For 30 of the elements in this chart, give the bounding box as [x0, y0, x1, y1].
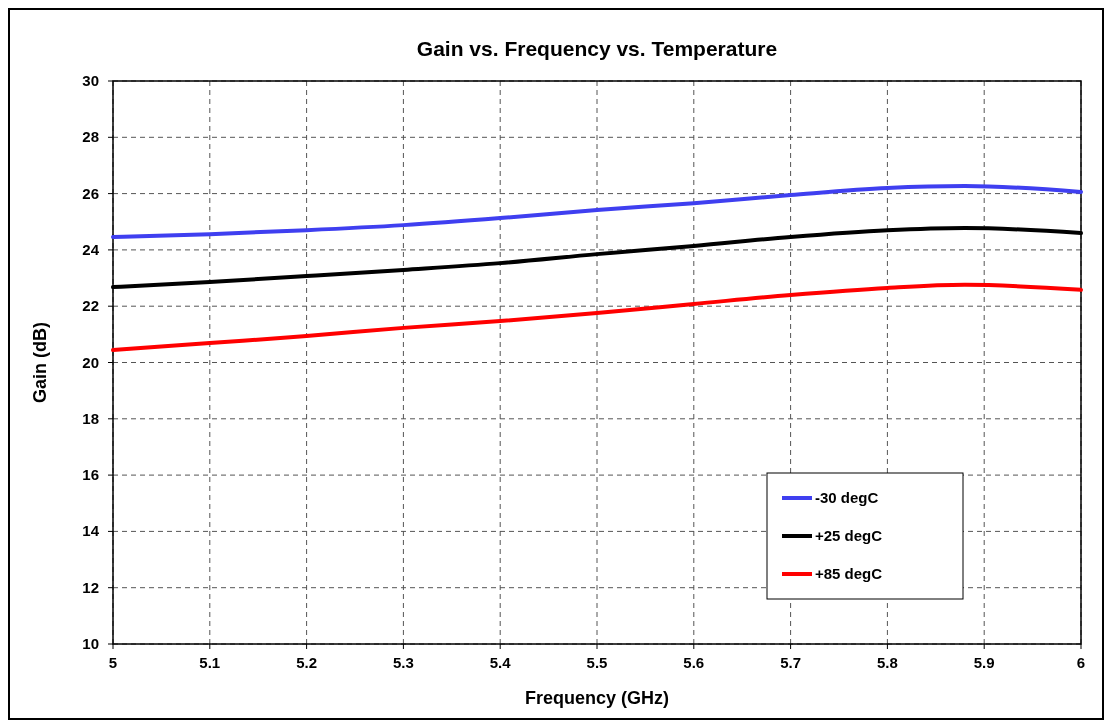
- legend-label: -30 degC: [815, 489, 879, 506]
- y-tick-label: 30: [82, 72, 99, 89]
- x-tick-label: 5.8: [876, 654, 898, 671]
- x-tick-label: 5.3: [392, 654, 414, 671]
- x-axis-title: Frequency (GHz): [524, 688, 670, 708]
- x-tick-label: 5.6: [683, 654, 705, 671]
- y-tick-label: 26: [82, 184, 99, 202]
- x-tick-label: 6: [1076, 654, 1086, 671]
- line-series: [111, 184, 1083, 239]
- y-tick-label: 18: [82, 409, 99, 427]
- x-tick-label: 5.7: [780, 654, 802, 671]
- chart-title: Gain vs. Frequency vs. Temperature: [416, 37, 778, 60]
- legend-label: +85 degC: [815, 565, 883, 582]
- y-tick-label: 20: [82, 353, 99, 371]
- y-tick-label: 24: [82, 240, 100, 258]
- y-tick-label: 10: [82, 635, 99, 652]
- x-tick-label: 5.9: [973, 654, 995, 671]
- x-tick-label: 5.4: [489, 654, 512, 671]
- y-tick-label: 28: [82, 128, 99, 146]
- x-tick-label: 5.5: [586, 654, 608, 671]
- x-tick-label: 5.2: [296, 654, 318, 671]
- legend-label: +25 degC: [815, 527, 883, 544]
- x-tick-label: 5.1: [199, 654, 221, 671]
- y-axis-title: Gain (dB): [30, 322, 50, 403]
- x-tick-label: 5: [108, 654, 118, 671]
- y-tick-label: 16: [82, 466, 99, 484]
- line-series: [111, 282, 1083, 353]
- y-tick-label: 22: [82, 297, 99, 315]
- y-tick-label: 14: [82, 522, 100, 540]
- y-tick-label: 12: [82, 578, 99, 596]
